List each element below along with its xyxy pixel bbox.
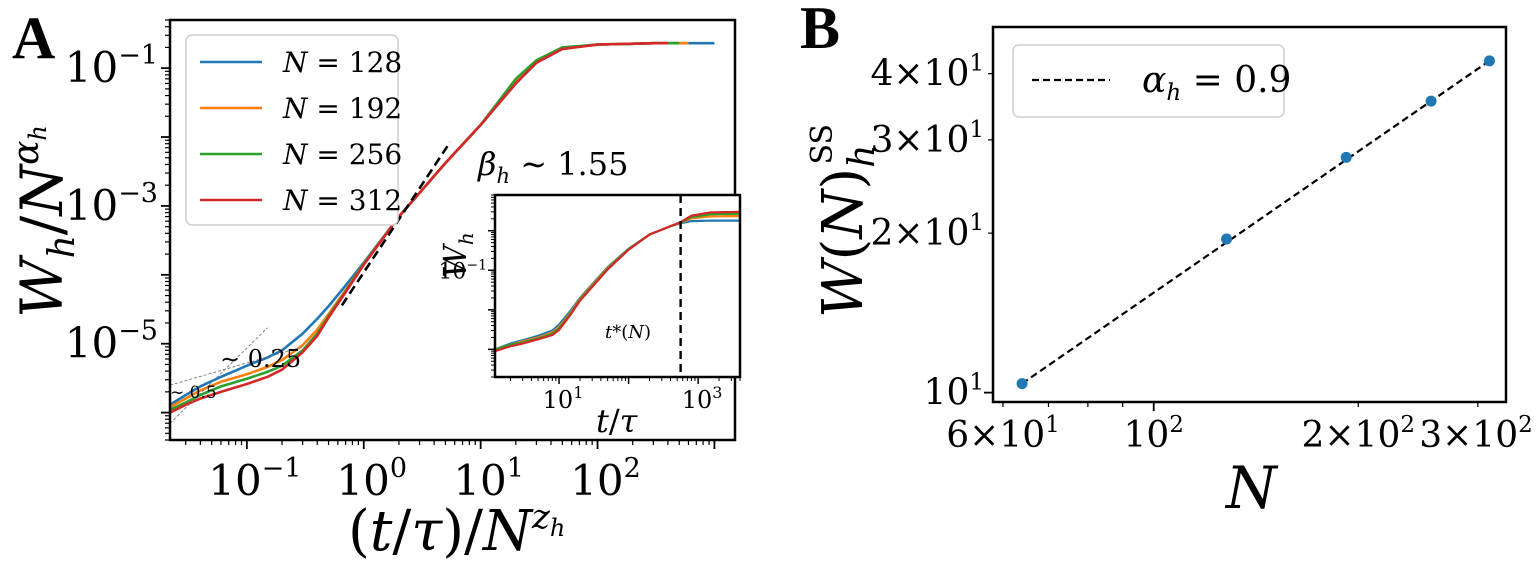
panel-b-ticks-group: 6×101 102 2×102 3×102 101 2×101 3×101 4×101 xyxy=(870,51,1532,456)
panel-a: A 10−1 100 101 102 10−1 10−3 10−5 βh ∼ 1.55 ∼ … xyxy=(6,5,742,564)
data-point-n128 xyxy=(1221,233,1233,245)
panel-b-xtick-label: 2×102 xyxy=(1301,412,1415,456)
legend-label-n312: N = 312 xyxy=(282,184,402,217)
data-point-n256 xyxy=(1425,95,1437,107)
panel-a-ytick-label: 10−1 xyxy=(65,40,158,92)
panel-a-xtick-label: 10−1 xyxy=(208,453,301,505)
panel-b: B 6×101 102 2×102 3×102 101 2×101 3×101 4×101 α… xyxy=(800,0,1533,522)
inset-ytick-label: 10−1 xyxy=(438,257,487,284)
panel-b-legend-frame xyxy=(1012,44,1285,118)
panel-b-plot-group xyxy=(1016,55,1495,390)
panel-a-ytick-label: 10−5 xyxy=(65,316,158,368)
panel-b-xtick-label: 3×102 xyxy=(1419,412,1533,456)
panel-b-ytick-label: 2×101 xyxy=(870,210,984,254)
inset-background xyxy=(495,195,740,377)
inset-xtick-label: 101 xyxy=(543,383,584,414)
panel-a-xtick-label: 102 xyxy=(570,453,641,505)
inset-series-group xyxy=(495,195,740,377)
panel-a-inset: 101 103 10−1 t*(N) t/τ Wh xyxy=(436,193,742,440)
panel-a-ticks-group: 10−1 100 101 102 10−1 10−3 10−5 xyxy=(65,19,716,505)
fit-line xyxy=(1021,59,1491,385)
slope-05-label: ∼ 0.5 xyxy=(170,383,217,403)
panel-a-legend-entries: N = 128 N = 192 N = 256 N = 312 xyxy=(200,46,402,217)
legend-label-n192: N = 192 xyxy=(282,92,402,125)
panel-a-ylabel: Wh/Nαh xyxy=(6,125,83,318)
data-point-n64 xyxy=(1016,378,1028,390)
panel-b-xtick-label: 102 xyxy=(1123,412,1183,456)
slope-guide-line-1 xyxy=(170,346,303,386)
legend-label-n128: N = 128 xyxy=(282,46,402,79)
panel-b-axes-frame xyxy=(991,25,1508,404)
legend-label-n256: N = 256 xyxy=(282,138,402,171)
panel-b-ylabel: W(N)hSS xyxy=(805,124,883,318)
panel-a-xlabel: (t/τ)/Nzh xyxy=(348,497,565,564)
slope-025-label: ∼ 0.25 xyxy=(220,345,301,373)
panel-a-letter: A xyxy=(12,5,55,71)
panel-a-xtick-label: 101 xyxy=(453,453,524,505)
panel-b-xlabel: N xyxy=(1224,454,1279,522)
series-line-n312 xyxy=(170,41,668,414)
inset-vline-label: t*(N) xyxy=(605,322,651,343)
panel-a-legend: N = 128 N = 192 N = 256 N = 312 xyxy=(185,34,402,226)
panel-b-ytick-label: 101 xyxy=(924,370,984,414)
inset-frame xyxy=(493,193,742,379)
data-point-n312 xyxy=(1483,55,1495,67)
panel-b-legend-label: αh = 0.9 xyxy=(1142,60,1291,106)
panel-b-ytick-label: 4×101 xyxy=(870,51,984,95)
panel-a-series-group xyxy=(170,41,715,414)
panel-b-legend: αh = 0.9 xyxy=(1012,44,1291,118)
inset-xtick-label: 103 xyxy=(682,383,723,414)
inset-xlabel: t/τ xyxy=(596,402,639,440)
slope-guide-line-2 xyxy=(170,327,268,424)
panel-b-xtick-label: 6×101 xyxy=(946,412,1060,456)
panel-a-xtick-label: 100 xyxy=(336,453,407,505)
beta-guide-label: βh ∼ 1.55 xyxy=(477,145,628,188)
panel-b-letter: B xyxy=(800,0,840,61)
panel-b-ytick-label: 3×101 xyxy=(870,117,984,161)
data-point-n192 xyxy=(1340,151,1352,163)
inset-series-line-3 xyxy=(495,210,740,353)
panel-a-legend-frame xyxy=(185,34,399,226)
panel-a-ytick-label: 10−3 xyxy=(65,178,158,230)
inset-ylabel: Wh xyxy=(436,232,478,278)
